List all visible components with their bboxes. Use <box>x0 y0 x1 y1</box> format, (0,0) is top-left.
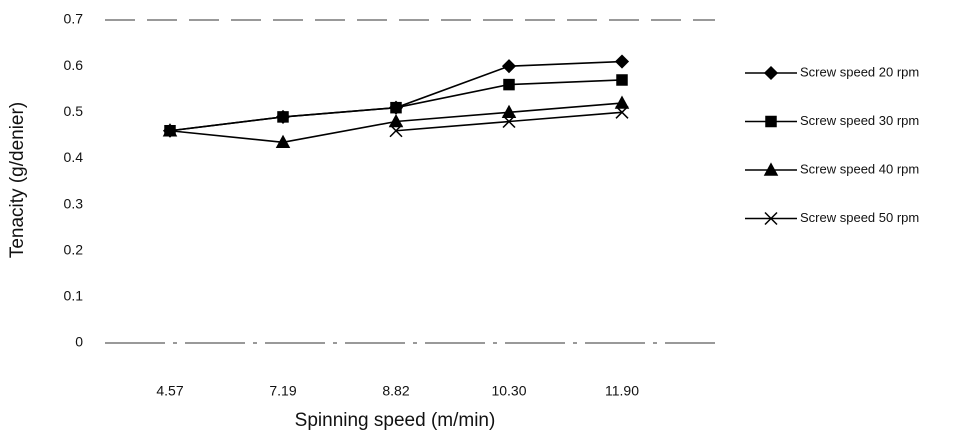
legend-text: Screw speed 30 rpm <box>800 113 919 128</box>
y-tick-label: 0.7 <box>64 11 84 27</box>
y-axis-title: Tenacity (g/denier) <box>7 102 28 258</box>
y-tick-label: 0.3 <box>64 195 84 211</box>
x-tick-label: 10.30 <box>491 383 526 399</box>
marker <box>391 103 401 113</box>
legend-text: Screw speed 50 rpm <box>800 210 919 225</box>
x-tick-label: 4.57 <box>156 383 183 399</box>
y-tick-label: 0.2 <box>64 241 84 257</box>
x-tick-label: 11.90 <box>605 383 639 399</box>
legend-text: Screw speed 40 rpm <box>800 161 919 176</box>
legend-marker <box>766 117 776 127</box>
marker <box>617 75 627 85</box>
marker <box>503 60 515 72</box>
legend-text: Screw speed 20 rpm <box>800 64 919 79</box>
marker <box>616 97 628 108</box>
x-tick-label: 7.19 <box>269 383 296 399</box>
y-tick-label: 0.1 <box>64 288 84 304</box>
x-tick-label: 8.82 <box>382 383 409 399</box>
marker <box>616 56 628 68</box>
legend-marker <box>765 67 777 79</box>
marker <box>278 112 288 122</box>
y-tick-label: 0.4 <box>64 149 84 165</box>
y-tick-label: 0.5 <box>64 103 84 119</box>
y-tick-label: 0 <box>75 334 83 350</box>
marker <box>504 80 514 90</box>
x-axis-title: Spinning speed (m/min) <box>295 410 496 431</box>
chart: Spinning speed (m/min) Tenacity (g/denie… <box>0 0 963 436</box>
y-tick-label: 0.6 <box>64 57 84 73</box>
